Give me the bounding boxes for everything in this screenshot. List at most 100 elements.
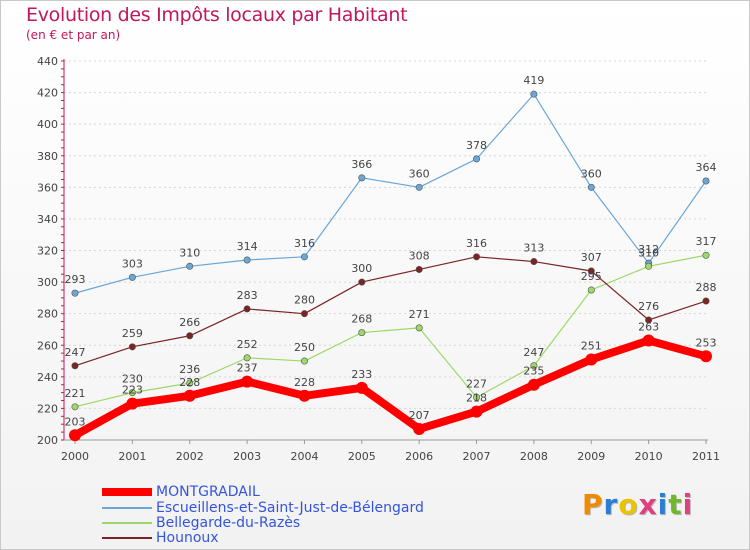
data-point xyxy=(473,253,481,261)
y-tick-label: 440 xyxy=(37,55,58,68)
legend-label-escueillens: Escueillens-et-Saint-Just-de-Bélengard xyxy=(156,500,424,516)
data-label: 310 xyxy=(638,246,659,259)
data-point xyxy=(358,174,366,182)
x-tick-label: 2001 xyxy=(118,450,146,463)
y-tick-label: 200 xyxy=(37,434,58,447)
data-label: 237 xyxy=(237,362,258,375)
y-tick-label: 340 xyxy=(37,213,58,226)
data-point xyxy=(587,286,595,294)
x-tick-label: 2006 xyxy=(405,450,433,463)
data-label: 295 xyxy=(581,270,602,283)
chart-title: Evolution des Impôts locaux par Habitant xyxy=(26,4,408,26)
data-point xyxy=(243,305,251,313)
data-label: 288 xyxy=(696,281,717,294)
data-label: 233 xyxy=(351,368,372,381)
legend-swatch-escueillens xyxy=(102,507,152,509)
data-point xyxy=(241,375,254,388)
data-point xyxy=(186,262,194,270)
data-label: 235 xyxy=(523,365,544,378)
x-tick-label: 2008 xyxy=(520,450,548,463)
data-label: 312 xyxy=(638,243,659,256)
data-label: 207 xyxy=(409,409,430,422)
legend-swatch-bellegarde xyxy=(102,522,152,524)
data-label: 366 xyxy=(351,158,372,171)
data-label: 419 xyxy=(523,74,544,87)
data-label: 378 xyxy=(466,139,487,152)
data-label: 303 xyxy=(122,257,143,270)
series-line-montgradail xyxy=(71,336,710,440)
logo-letter: r xyxy=(603,488,619,521)
data-point xyxy=(355,381,368,394)
data-label: 236 xyxy=(179,363,200,376)
data-point xyxy=(415,265,423,273)
data-point xyxy=(415,183,423,191)
legend-label-hounoux: Hounoux xyxy=(156,530,219,546)
legend-label-bellegarde: Bellegarde-du-Razès xyxy=(156,515,301,531)
data-label: 228 xyxy=(294,376,315,389)
data-label: 293 xyxy=(65,273,86,286)
y-tick-label: 400 xyxy=(37,118,58,131)
y-tick-label: 380 xyxy=(37,150,58,163)
data-label: 247 xyxy=(523,346,544,359)
data-label: 230 xyxy=(122,373,143,386)
y-tick-label: 320 xyxy=(37,245,58,258)
data-label: 280 xyxy=(294,294,315,307)
y-tick-label: 220 xyxy=(37,402,58,415)
legend-label-montgradail: MONTGRADAIL xyxy=(156,484,260,500)
data-label: 253 xyxy=(696,336,717,349)
logo-letter: P xyxy=(582,488,604,521)
x-tick-label: 2002 xyxy=(176,450,204,463)
y-tick-label: 300 xyxy=(37,276,58,289)
data-point xyxy=(645,262,653,270)
data-point xyxy=(473,393,481,401)
series-line-hounoux xyxy=(74,256,707,367)
data-point xyxy=(702,177,710,185)
data-label: 247 xyxy=(65,346,86,359)
y-tick-label: 240 xyxy=(37,371,58,384)
series-line-bellegarde-du-raz-s xyxy=(74,254,707,408)
data-label: 360 xyxy=(409,167,430,180)
data-label: 221 xyxy=(65,387,86,400)
data-label: 313 xyxy=(523,242,544,255)
data-label: 300 xyxy=(351,262,372,275)
legend-item-montgradail: MONTGRADAIL xyxy=(102,484,260,500)
data-label: 360 xyxy=(581,167,602,180)
chart-subtitle: (en € et par an) xyxy=(26,28,121,42)
logo-letter: x xyxy=(638,488,658,521)
data-label: 276 xyxy=(638,300,659,313)
data-label: 310 xyxy=(179,246,200,259)
data-label: 218 xyxy=(466,392,487,405)
y-tick-label: 280 xyxy=(37,308,58,321)
data-label: 283 xyxy=(237,289,258,302)
legend-item-bellegarde: Bellegarde-du-Razès xyxy=(102,515,300,531)
data-point xyxy=(186,332,194,340)
y-tick-label: 360 xyxy=(37,181,58,194)
data-point xyxy=(243,354,251,362)
data-label: 271 xyxy=(409,308,430,321)
legend-item-hounoux: Hounoux xyxy=(102,530,219,546)
data-label: 228 xyxy=(179,376,200,389)
data-point xyxy=(585,353,598,366)
series-line-escueillens-et-saint-just-de-b-lengard xyxy=(74,93,707,294)
data-label: 316 xyxy=(294,237,315,250)
data-point xyxy=(530,362,538,370)
data-point xyxy=(128,389,136,397)
data-point xyxy=(69,429,81,442)
data-point xyxy=(702,251,710,259)
data-point xyxy=(298,389,311,402)
data-point xyxy=(587,183,595,191)
legend-swatch-montgradail xyxy=(102,488,152,496)
data-point xyxy=(71,362,79,370)
data-point xyxy=(71,289,79,297)
data-label: 227 xyxy=(466,377,487,390)
legend-item-escueillens: Escueillens-et-Saint-Just-de-Bélengard xyxy=(102,500,424,516)
x-tick-label: 2011 xyxy=(692,450,720,463)
data-point xyxy=(415,324,423,332)
data-label: 314 xyxy=(237,240,258,253)
data-point xyxy=(126,397,139,410)
data-label: 268 xyxy=(351,313,372,326)
data-point xyxy=(702,297,710,305)
x-tick-label: 2009 xyxy=(577,450,605,463)
data-point xyxy=(300,357,308,365)
